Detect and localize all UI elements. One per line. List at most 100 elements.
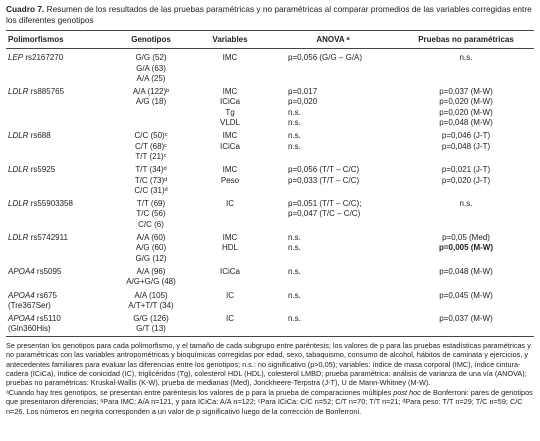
genotype: T/C (56): [136, 209, 166, 219]
anova-result: n.s.: [288, 266, 301, 276]
anova-result: n.s.: [288, 131, 301, 141]
polymorphism: APOA4 rs5110: [8, 314, 110, 324]
genotype: T/C (73)ᵈ: [134, 175, 168, 185]
nonparametric-result-cell: p=0,046 (J-T) p=0,048 (J-T): [398, 131, 534, 162]
nonparametric-result: p=0,037 (M-W): [439, 87, 493, 97]
genotype: C/C (50)ᶜ: [134, 131, 168, 141]
genotype-cell: A/A (105) A/T+T/T (34): [110, 291, 192, 312]
variable: IMC: [222, 87, 238, 97]
table-group: LDLR rs55903358 T/T (69) T/C (56) C/C (6) IC…: [6, 197, 534, 231]
gene-name: APOA4: [8, 314, 35, 324]
header-cell: Polimorfismos: [8, 35, 64, 44]
polymorphism-cell: LDLR rs5925: [6, 165, 110, 196]
footnote-part: de Bonferroni: pares de genotipos que pr…: [6, 387, 533, 416]
anova-result: n.s.: [288, 290, 301, 300]
genotype: T/T (21)ᶜ: [135, 151, 167, 161]
genotype-cell: T/T (69) T/C (56) C/C (6): [110, 199, 192, 230]
polymorphism: LDLR rs885765: [8, 87, 110, 97]
nonparametric-result-cell: n.s.: [398, 53, 534, 84]
header-cell: ANOVA ᵃ: [316, 35, 350, 44]
nonparametric-result-cell: p=0,037 (M-W): [398, 314, 534, 335]
footnote-part: ᵃCuando hay tres genotipos, se presentan…: [6, 387, 394, 397]
anova-result: p=0,051 (T/T – C/C);: [288, 199, 362, 209]
anova-result: p=0,047 (T/C – C/C): [288, 209, 361, 219]
variable: ICiCa: [219, 266, 240, 276]
genotype-cell: A/A (122)ᵇ A/G (18): [110, 87, 192, 128]
nonparametric-result-cell: n.s.: [398, 199, 534, 230]
anova-result: n.s.: [288, 314, 301, 324]
nonparametric-result-cell: p=0,037 (M-W) p=0,020 (M-W) p=0,020 (M-W) p…: [398, 87, 534, 128]
anova-result-cell: n.s.: [268, 314, 398, 335]
anova-result-cell: n.s. n.s.: [268, 233, 398, 264]
genotype: G/G (52): [135, 53, 167, 63]
genotype-cell: A/A (96) A/G+G/G (48): [110, 267, 192, 288]
genotype: C/T (68)ᶜ: [134, 141, 168, 151]
snp-id: rs2167270: [25, 53, 64, 63]
footnote: ᵃCuando hay tres genotipos, se presentan…: [6, 388, 534, 416]
table-group: APOA4 rs675 (Tre367Ser) A/A (105) A/T+T/T (…: [6, 289, 534, 313]
polymorphism-cell: APOA4 rs5095: [6, 267, 110, 288]
anova-result-cell: p=0,017 p=0,020 n.s. n.s.: [268, 87, 398, 128]
table-body: LEP rs2167270 G/G (52) G/A (63) A/A (25) IMC…: [6, 49, 534, 335]
nonparametric-result-cell: p=0,021 (J-T) p=0,020 (J-T): [398, 165, 534, 196]
nonparametric-result-cell: p=0,05 (Med) p=0,005 (M-W): [398, 233, 534, 264]
table: Polimorfismos Genotipos Variables ANOVA …: [6, 30, 534, 337]
caption-label: Cuadro 7.: [6, 4, 45, 14]
variable: IMC: [222, 53, 238, 63]
genotype: G/T (13): [136, 324, 166, 334]
variable: VLDL: [219, 118, 240, 128]
nonparametric-result: p=0,005 (M-W): [438, 243, 493, 253]
anova-result: p=0,017: [288, 87, 318, 97]
genotype: A/G (60): [135, 243, 167, 253]
genotype: T/T (34)ᵈ: [135, 165, 167, 175]
variable-cell: IMC ICiCa Tg VLDL: [192, 87, 268, 128]
footnote-part: post hoc: [393, 387, 421, 397]
snp-id: rs5110: [36, 314, 61, 324]
table-group: LEP rs2167270 G/G (52) G/A (63) A/A (25) IMC…: [6, 49, 534, 85]
genotype: G/G (12): [135, 253, 167, 263]
genotype-cell: G/G (52) G/A (63) A/A (25): [110, 53, 192, 84]
table-group: LDLR rs688 C/C (50)ᶜ C/T (68)ᶜ T/T (21)ᶜ IMC…: [6, 129, 534, 163]
variable-cell: IC: [192, 314, 268, 335]
polymorphism: APOA4 rs675: [8, 291, 110, 301]
variable: IMC: [222, 131, 238, 141]
polymorphism: LDLR rs688: [8, 131, 110, 141]
snp-id: rs55903358: [30, 199, 73, 209]
variable: Tg: [225, 107, 235, 117]
anova-result: n.s.: [288, 107, 301, 117]
anova-result: n.s.: [288, 233, 301, 243]
variable: HDL: [221, 243, 238, 253]
snp-id: rs5095: [36, 266, 62, 276]
nonparametric-result-cell: p=0,048 (M-W): [398, 267, 534, 288]
nonparametric-result: p=0,048 (M-W): [439, 266, 493, 276]
genotype: A/A (122)ᵇ: [132, 87, 170, 97]
nonparametric-result: n.s.: [459, 199, 473, 209]
polymorphism-note: (Tre367Ser): [8, 300, 51, 310]
table-group: LDLR rs5742911 A/A (60) A/G (60) G/G (12) IM…: [6, 231, 534, 265]
anova-result-cell: n.s.: [268, 267, 398, 288]
polymorphism-cell: APOA4 rs5110 (Gln360His): [6, 314, 110, 335]
gene-name: APOA4: [8, 266, 35, 276]
polymorphism-cell: LEP rs2167270: [6, 53, 110, 84]
variable: IC: [226, 314, 234, 324]
table-group: LDLR rs885765 A/A (122)ᵇ A/G (18) IMC ICiCa T…: [6, 85, 534, 129]
gene-name: LDLR: [8, 87, 29, 97]
header-cell: Genotipos: [131, 35, 171, 44]
variable-cell: IMC: [192, 53, 268, 84]
gene-name: LDLR: [8, 165, 29, 175]
polymorphism: LDLR rs5742911: [8, 233, 110, 243]
polymorphism-cell: LDLR rs55903358: [6, 199, 110, 230]
nonparametric-result: p=0,021 (J-T): [441, 165, 491, 175]
variable-cell: IC: [192, 291, 268, 312]
anova-result: n.s.: [288, 141, 301, 151]
polymorphism: LDLR rs55903358: [8, 199, 110, 209]
nonparametric-result: p=0,048 (M-W): [439, 118, 493, 128]
footnote: Se presentan los genotipos para cada pol…: [6, 340, 531, 388]
nonparametric-result: p=0,020 (M-W): [439, 97, 493, 107]
nonparametric-result: p=0,020 (J-T): [441, 175, 491, 185]
genotype: A/A (96): [136, 266, 166, 276]
variable-cell: ICiCa: [192, 267, 268, 288]
genotype: A/A (25): [136, 73, 166, 83]
gene-name: LDLR: [8, 233, 29, 243]
